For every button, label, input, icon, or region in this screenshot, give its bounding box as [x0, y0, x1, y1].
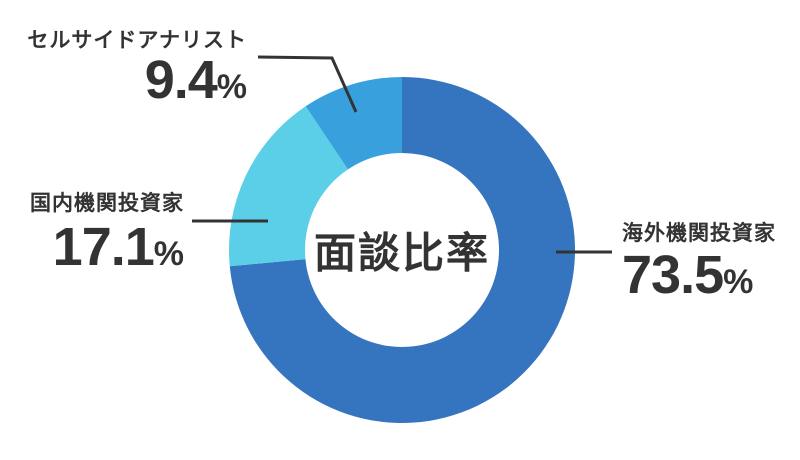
donut-segment-0 [229, 77, 576, 424]
segment-value-sellside-analyst: 9.4% [27, 53, 247, 107]
segment-value-domestic-investors: 17.1% [30, 220, 184, 274]
segment-value-number: 73.5 [622, 245, 724, 305]
leader-line-sellside-analyst [257, 55, 358, 113]
segment-value-unit: % [153, 235, 184, 273]
segment-value-number: 9.4 [144, 50, 218, 110]
segment-label-sellside-analyst: セルサイドアナリスト [27, 29, 247, 52]
segment-label-overseas-investors: 海外機関投資家 [622, 222, 776, 245]
label-block-domestic-investors: 国内機関投資家 17.1% [30, 193, 184, 274]
segment-value-unit: % [216, 68, 247, 106]
segment-label-domestic-investors: 国内機関投資家 [30, 192, 184, 215]
donut-segment-1 [229, 106, 348, 267]
donut-segment-2 [305, 77, 402, 170]
segment-value-unit: % [723, 263, 754, 301]
label-block-sellside-analyst: セルサイドアナリスト 9.4% [27, 30, 247, 107]
label-block-overseas-investors: 海外機関投資家 73.5% [622, 223, 776, 302]
segment-value-number: 17.1 [52, 217, 155, 277]
segment-value-overseas-investors: 73.5% [622, 248, 776, 302]
chart-center-title: 面談比率 [313, 229, 491, 277]
